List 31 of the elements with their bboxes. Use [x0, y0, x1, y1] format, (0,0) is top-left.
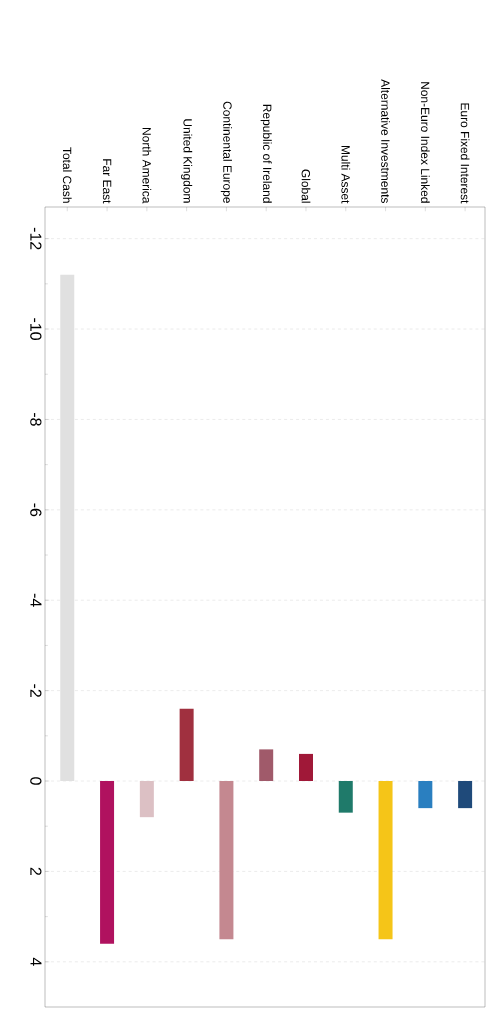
x-tick-label: Global [301, 169, 311, 203]
x-tick-label: North America [142, 128, 152, 204]
y-tick-label: 4 [30, 957, 42, 966]
bar [378, 781, 393, 940]
x-tick-label: Non-Euro Index Linked [420, 82, 430, 203]
y-tick-label: -8 [30, 413, 42, 426]
bar [298, 753, 313, 782]
y-tick-label: -4 [30, 593, 42, 607]
x-tick-label: Euro Fixed Interest [460, 103, 470, 204]
bar [259, 749, 274, 782]
y-tick-label: -12 [30, 227, 42, 250]
y-tick-label: -6 [30, 503, 42, 517]
x-tick-label: Continental Europe [220, 101, 232, 203]
x-tick-label: Multi Asset [341, 146, 351, 204]
bar [338, 781, 353, 813]
bar [219, 781, 234, 940]
bar [418, 781, 433, 809]
bar [100, 781, 115, 944]
bar [458, 781, 473, 809]
y-tick-label: -10 [30, 318, 42, 340]
y-tick-label: 2 [30, 867, 42, 876]
x-tick-label: Republic of Ireland [260, 104, 272, 203]
y-tick-label: 0 [30, 777, 42, 785]
x-tick-label: Total Cash [62, 147, 72, 203]
bar [139, 781, 154, 818]
x-tick-label: Far East [102, 159, 112, 204]
x-tick-label: Alternative Investments [381, 79, 390, 204]
bar [60, 274, 75, 782]
y-tick-label: -2 [30, 684, 42, 697]
x-tick-label: United Kingdom [181, 119, 193, 203]
bar [179, 708, 194, 782]
